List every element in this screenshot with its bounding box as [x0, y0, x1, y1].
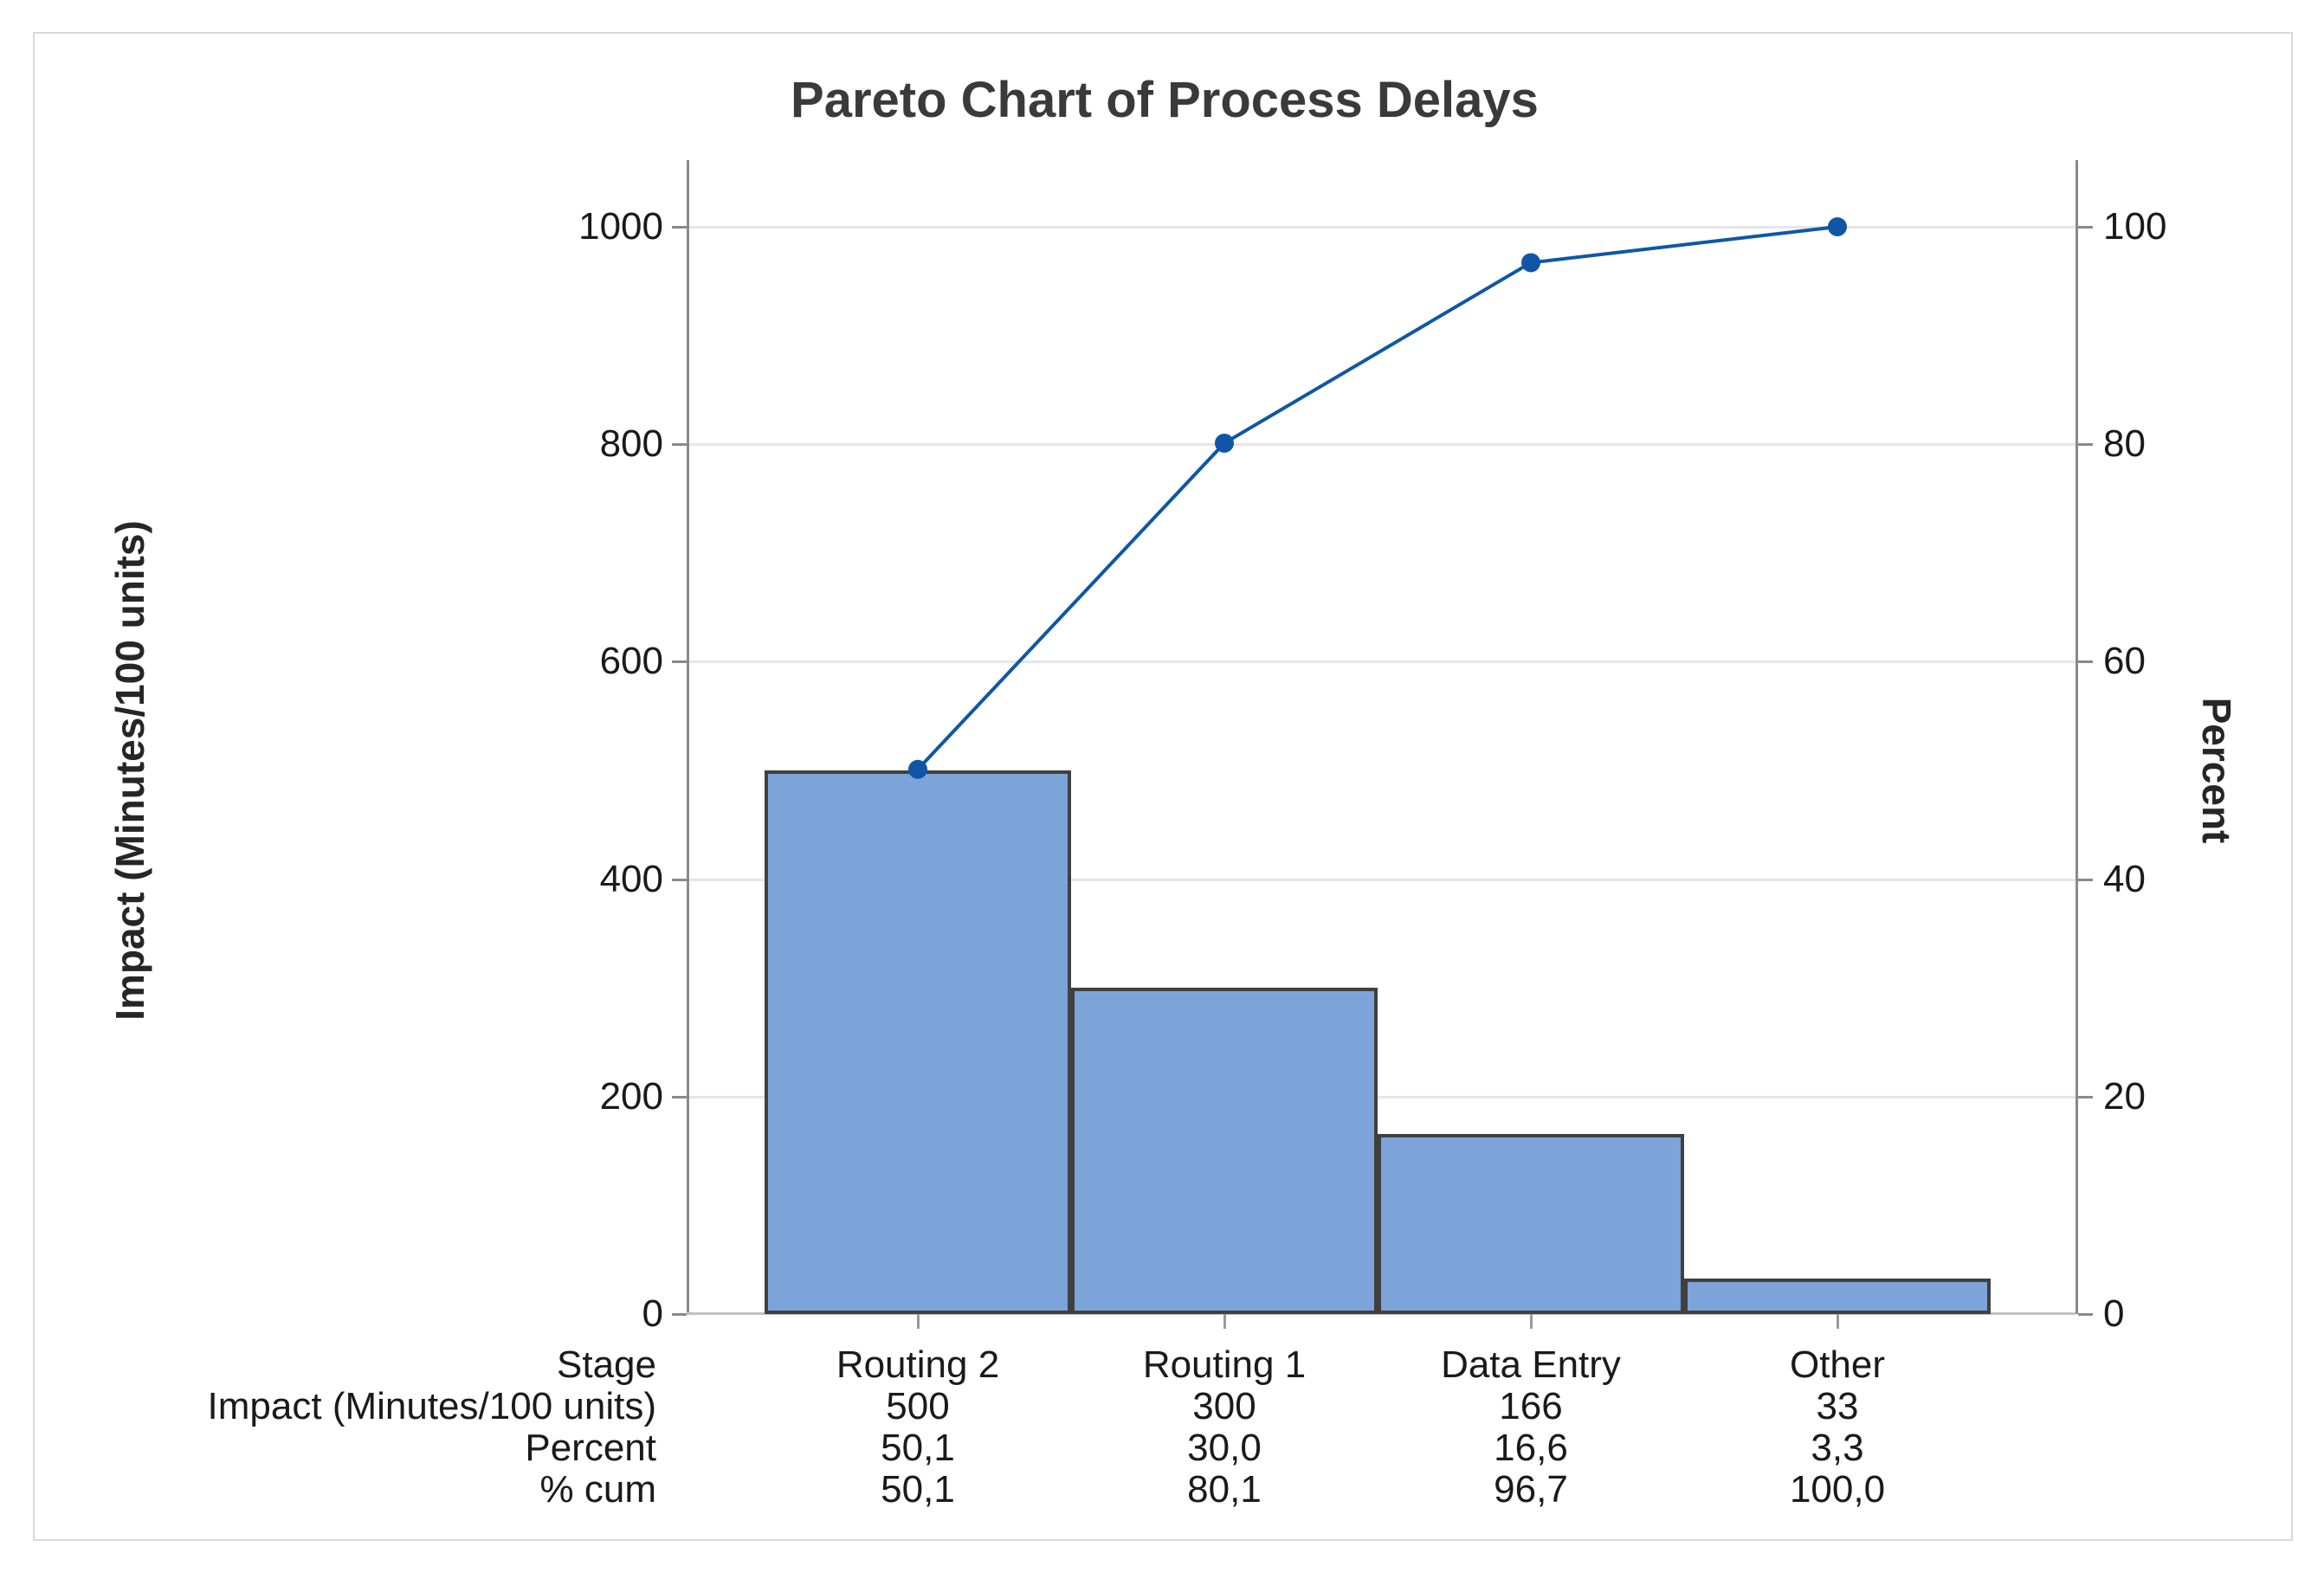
right-axis-tick-0: [2078, 1313, 2093, 1316]
left-axis-tick-label: 400: [599, 857, 663, 900]
left-axis-line: [687, 160, 689, 1314]
left-axis-tick-1000: [672, 226, 687, 229]
table-cell-r3-c1: 50,1: [881, 1427, 955, 1469]
left-axis-tick-label: 800: [599, 422, 663, 466]
left-axis-tick-label: 0: [642, 1292, 663, 1335]
gridline-600: [688, 660, 2075, 664]
left-axis-tick-600: [672, 660, 687, 664]
left-axis-tick-label: 1000: [578, 205, 663, 248]
table-cell-r2-c4: 33: [1816, 1385, 1859, 1427]
left-axis-tick-label: 200: [599, 1074, 663, 1118]
table-cell-r1-c4: Other: [1789, 1343, 1886, 1386]
figure-border: [33, 32, 2293, 1541]
table-cell-r1-c2: Routing 1: [1142, 1343, 1307, 1386]
table-cell-r2-c1: 500: [886, 1385, 950, 1427]
left-axis-tick-label: 600: [599, 640, 663, 683]
table-cell-r3-c4: 3,3: [1811, 1427, 1864, 1469]
left-axis-title: Impact (Minutes/100 units): [107, 520, 152, 1021]
bar-routing-1: [1071, 988, 1378, 1314]
table-cell-r1-c1: Routing 2: [836, 1343, 1000, 1386]
table-row-label-4: % cum: [539, 1468, 656, 1511]
x-axis-tick-2: [1223, 1314, 1226, 1329]
table-cell-r4-c1: 50,1: [881, 1468, 955, 1511]
table-cell-r3-c2: 30,0: [1187, 1427, 1262, 1469]
right-axis-tick-20: [2078, 1095, 2093, 1098]
x-axis-tick-1: [917, 1314, 920, 1329]
bar-data-entry: [1378, 1133, 1684, 1314]
right-axis-tick-80: [2078, 443, 2093, 447]
table-cell-r2-c2: 300: [1192, 1385, 1256, 1427]
right-axis-tick-label: 40: [2103, 857, 2146, 900]
right-axis-tick-40: [2078, 878, 2093, 881]
table-cell-r3-c3: 16,6: [1494, 1427, 1568, 1469]
bar-other: [1684, 1278, 1991, 1314]
left-axis-tick-800: [672, 443, 687, 447]
table-cell-r1-c3: Data Entry: [1441, 1343, 1621, 1386]
left-axis-tick-200: [672, 1095, 687, 1098]
table-cell-r4-c4: 100,0: [1789, 1468, 1886, 1511]
x-axis-tick-4: [1837, 1314, 1839, 1329]
right-axis-tick-60: [2078, 660, 2093, 664]
table-cell-r2-c3: 166: [1499, 1385, 1563, 1427]
left-axis-tick-400: [672, 878, 687, 881]
table-row-label-2: Impact (Minutes/100 units): [207, 1385, 656, 1427]
right-axis-tick-100: [2078, 226, 2093, 229]
gridline-400: [688, 878, 2075, 881]
right-axis-tick-label: 100: [2103, 205, 2167, 248]
x-axis-tick-3: [1530, 1314, 1533, 1329]
left-axis-tick-0: [672, 1313, 687, 1316]
chart-title: Pareto Chart of Process Delays: [791, 72, 1539, 128]
bar-routing-2: [765, 770, 1071, 1314]
right-axis-tick-label: 20: [2103, 1074, 2146, 1118]
gridline-800: [688, 443, 2075, 447]
table-row-label-1: Stage: [557, 1343, 656, 1386]
gridline-200: [688, 1095, 2075, 1098]
right-axis-tick-label: 60: [2103, 640, 2146, 683]
table-cell-r4-c3: 96,7: [1494, 1468, 1568, 1511]
right-axis-line: [2075, 160, 2078, 1314]
table-cell-r4-c2: 80,1: [1187, 1468, 1262, 1511]
right-axis-tick-label: 80: [2103, 422, 2146, 466]
right-axis-title: Percent: [2194, 697, 2239, 844]
right-axis-tick-label: 0: [2103, 1292, 2125, 1335]
table-row-label-3: Percent: [525, 1427, 656, 1469]
gridline-1000: [688, 226, 2075, 229]
